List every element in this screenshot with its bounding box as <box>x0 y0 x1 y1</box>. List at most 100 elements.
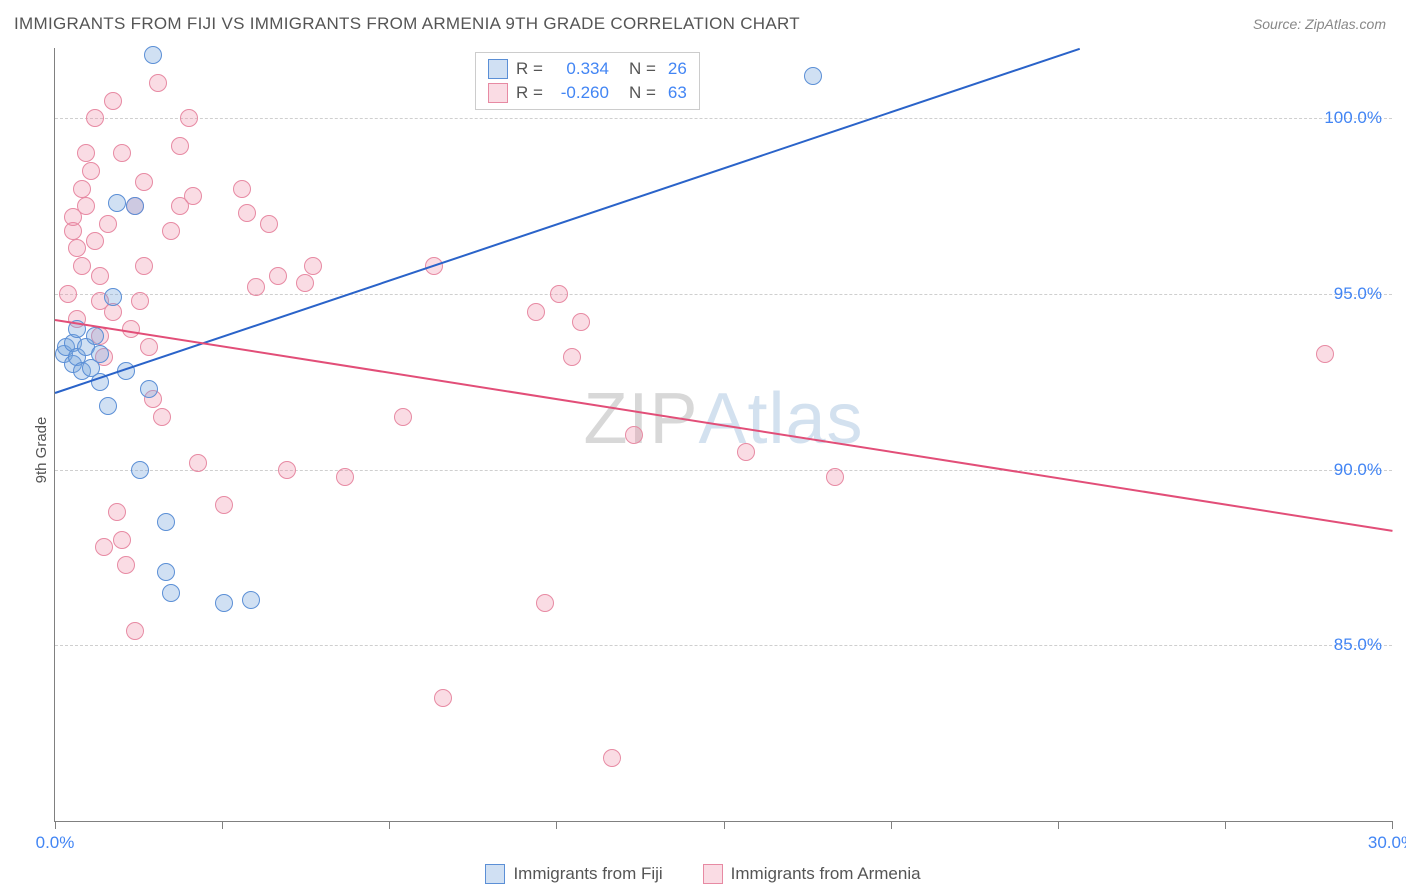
r-label: R = <box>516 59 543 79</box>
r-value-armenia: -0.260 <box>555 83 609 103</box>
data-point-armenia <box>113 531 131 549</box>
legend-label-armenia: Immigrants from Armenia <box>731 864 921 884</box>
legend-row-fiji: R = 0.334 N = 26 <box>488 57 687 81</box>
data-point-armenia <box>1316 345 1334 363</box>
data-point-fiji <box>144 46 162 64</box>
data-point-armenia <box>59 285 77 303</box>
data-point-armenia <box>86 109 104 127</box>
data-point-fiji <box>157 513 175 531</box>
data-point-armenia <box>826 468 844 486</box>
chart-area: 9th Grade ZIPAtlas R = 0.334 N = 26 R = … <box>14 48 1392 852</box>
x-tick <box>1058 821 1059 829</box>
data-point-armenia <box>91 267 109 285</box>
gridline-h <box>55 118 1392 119</box>
data-point-armenia <box>135 257 153 275</box>
legend-row-armenia: R = -0.260 N = 63 <box>488 81 687 105</box>
x-tick <box>389 821 390 829</box>
data-point-armenia <box>171 137 189 155</box>
data-point-armenia <box>68 239 86 257</box>
data-point-armenia <box>86 232 104 250</box>
gridline-h <box>55 645 1392 646</box>
data-point-armenia <box>572 313 590 331</box>
x-tick <box>55 821 56 829</box>
data-point-fiji <box>140 380 158 398</box>
data-point-fiji <box>131 461 149 479</box>
y-tick-label: 95.0% <box>1334 284 1382 304</box>
data-point-armenia <box>73 180 91 198</box>
x-tick-label-end: 30.0% <box>1368 833 1406 853</box>
data-point-armenia <box>563 348 581 366</box>
data-point-armenia <box>73 257 91 275</box>
data-point-armenia <box>104 92 122 110</box>
data-point-armenia <box>278 461 296 479</box>
chart-title: IMMIGRANTS FROM FIJI VS IMMIGRANTS FROM … <box>14 14 800 34</box>
r-value-fiji: 0.334 <box>555 59 609 79</box>
x-tick <box>724 821 725 829</box>
data-point-fiji <box>108 194 126 212</box>
chart-header: IMMIGRANTS FROM FIJI VS IMMIGRANTS FROM … <box>0 0 1406 42</box>
x-tick <box>891 821 892 829</box>
data-point-fiji <box>126 197 144 215</box>
n-label: N = <box>629 83 656 103</box>
data-point-fiji <box>99 397 117 415</box>
data-point-armenia <box>99 215 117 233</box>
data-point-armenia <box>336 468 354 486</box>
data-point-armenia <box>536 594 554 612</box>
data-point-armenia <box>603 749 621 767</box>
swatch-armenia <box>488 83 508 103</box>
data-point-fiji <box>157 563 175 581</box>
x-tick-label-start: 0.0% <box>36 833 75 853</box>
swatch-fiji <box>488 59 508 79</box>
data-point-fiji <box>91 345 109 363</box>
watermark: ZIPAtlas <box>583 378 863 460</box>
data-point-armenia <box>550 285 568 303</box>
swatch-armenia <box>703 864 723 884</box>
data-point-armenia <box>238 204 256 222</box>
data-point-armenia <box>162 222 180 240</box>
data-point-armenia <box>77 144 95 162</box>
data-point-fiji <box>86 327 104 345</box>
data-point-fiji <box>104 288 122 306</box>
data-point-fiji <box>242 591 260 609</box>
data-point-fiji <box>162 584 180 602</box>
n-value-fiji: 26 <box>668 59 687 79</box>
series-legend: Immigrants from Fiji Immigrants from Arm… <box>0 864 1406 884</box>
data-point-armenia <box>153 408 171 426</box>
data-point-armenia <box>95 538 113 556</box>
x-tick <box>1392 821 1393 829</box>
data-point-armenia <box>296 274 314 292</box>
data-point-armenia <box>131 292 149 310</box>
trend-line-armenia <box>55 319 1392 532</box>
data-point-armenia <box>77 197 95 215</box>
n-label: N = <box>629 59 656 79</box>
plot-region: ZIPAtlas R = 0.334 N = 26 R = -0.260 N =… <box>54 48 1392 822</box>
r-label: R = <box>516 83 543 103</box>
data-point-armenia <box>215 496 233 514</box>
x-tick <box>556 821 557 829</box>
y-tick-label: 100.0% <box>1324 108 1382 128</box>
data-point-armenia <box>527 303 545 321</box>
y-tick-label: 90.0% <box>1334 460 1382 480</box>
legend-item-fiji: Immigrants from Fiji <box>485 864 662 884</box>
data-point-armenia <box>82 162 100 180</box>
data-point-fiji <box>804 67 822 85</box>
n-value-armenia: 63 <box>668 83 687 103</box>
data-point-armenia <box>108 503 126 521</box>
data-point-armenia <box>394 408 412 426</box>
x-tick <box>1225 821 1226 829</box>
y-tick-label: 85.0% <box>1334 635 1382 655</box>
data-point-armenia <box>737 443 755 461</box>
data-point-armenia <box>180 109 198 127</box>
x-tick <box>222 821 223 829</box>
data-point-armenia <box>233 180 251 198</box>
data-point-armenia <box>189 454 207 472</box>
data-point-armenia <box>625 426 643 444</box>
data-point-armenia <box>171 197 189 215</box>
swatch-fiji <box>485 864 505 884</box>
data-point-armenia <box>117 556 135 574</box>
stats-legend: R = 0.334 N = 26 R = -0.260 N = 63 <box>475 52 700 110</box>
legend-label-fiji: Immigrants from Fiji <box>513 864 662 884</box>
data-point-armenia <box>113 144 131 162</box>
source-credit: Source: ZipAtlas.com <box>1253 16 1386 32</box>
gridline-h <box>55 470 1392 471</box>
